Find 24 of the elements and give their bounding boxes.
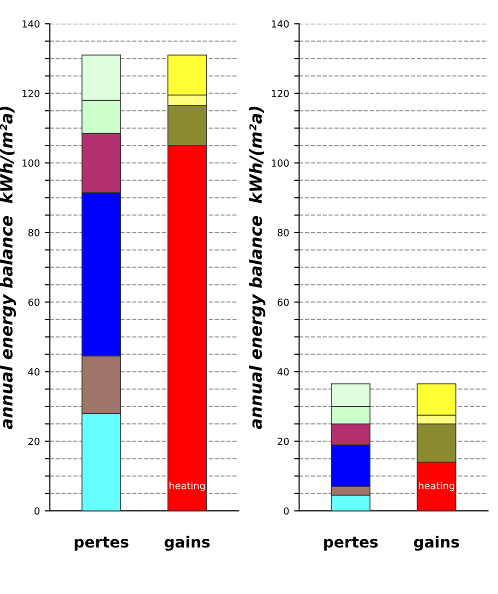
annotation: heating (418, 482, 454, 492)
y-tick-label: 80 (28, 228, 40, 236)
y-tick-label: 100 (272, 159, 289, 167)
y-axis-title: annual energy balance kWh/(m²a) (249, 106, 266, 430)
y-tick-label: 60 (278, 298, 289, 306)
x-tick-label: gains (414, 536, 460, 551)
y-tick-label: 20 (278, 438, 289, 446)
y-tick-label: 100 (22, 159, 40, 167)
annotation: heating (170, 482, 205, 492)
y-tick-label: 120 (22, 90, 40, 98)
y-axis-title: annual energy balance kWh/(m²a) (0, 106, 16, 430)
y-tick-label: 120 (272, 90, 289, 98)
y-tick-label: 140 (272, 20, 289, 28)
x-tick-label: pertes (324, 536, 378, 551)
y-tick-label: 40 (28, 368, 40, 376)
y-tick-label: 20 (28, 438, 40, 446)
y-tick-label: 40 (278, 368, 289, 376)
y-tick-label: 80 (278, 228, 289, 236)
y-tick-label: 0 (34, 507, 40, 515)
y-tick-label: 0 (284, 507, 289, 515)
y-tick-label: 60 (28, 298, 40, 306)
x-tick-label: gains (164, 536, 210, 551)
y-tick-label: 140 (22, 20, 40, 28)
x-tick-label: pertes (74, 536, 128, 551)
